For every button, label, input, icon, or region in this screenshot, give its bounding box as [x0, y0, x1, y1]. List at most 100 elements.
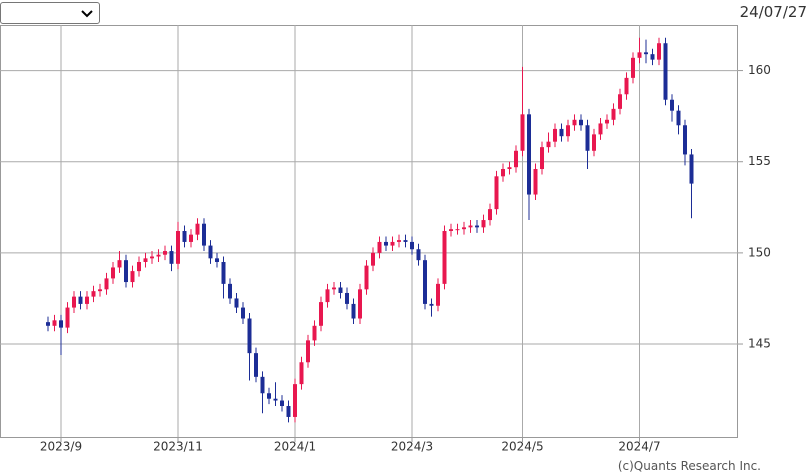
- candle-body: [98, 289, 102, 292]
- candle-body: [85, 296, 89, 304]
- candle-body: [351, 303, 356, 319]
- candle-body: [241, 307, 245, 319]
- candle-body: [605, 119, 609, 124]
- candle-body: [475, 225, 479, 228]
- candle-body: [286, 406, 291, 417]
- candle-body: [325, 289, 330, 303]
- candle-body: [397, 240, 401, 242]
- x-tick-label: 2024/3: [391, 440, 433, 454]
- candle-body: [624, 77, 629, 95]
- candle-body: [72, 296, 76, 308]
- x-tick-label: 2023/11: [153, 440, 203, 454]
- y-tick-label: 155: [748, 154, 771, 168]
- candle-body: [332, 287, 336, 290]
- candle-body: [124, 260, 128, 283]
- candle-body: [345, 292, 349, 304]
- candle-body: [247, 318, 252, 354]
- candle-body: [631, 57, 635, 78]
- candle-body: [65, 307, 70, 328]
- candle-body: [462, 227, 466, 230]
- x-tick-label: 2023/9: [40, 440, 82, 454]
- candle-body: [111, 267, 115, 279]
- candle-body: [533, 169, 538, 195]
- candle-body: [267, 393, 271, 399]
- candle-body: [416, 249, 421, 261]
- candle-body: [280, 400, 284, 407]
- candle-body: [78, 296, 83, 304]
- credit: (c)Quants Research Inc.: [617, 459, 761, 473]
- candle-body: [501, 169, 505, 177]
- y-tick-label: 160: [748, 63, 771, 77]
- x-tick-label: 2024/1: [274, 440, 316, 454]
- candle-body: [59, 320, 63, 328]
- candle-body: [156, 254, 161, 257]
- candle-body: [423, 260, 427, 304]
- candle-body: [390, 241, 395, 246]
- candle-body: [377, 241, 382, 253]
- candle-body: [195, 223, 200, 235]
- candle-body: [507, 167, 512, 170]
- candle-body: [442, 231, 447, 284]
- candle-body: [598, 123, 603, 135]
- candle-body: [676, 110, 681, 126]
- candle-body: [449, 229, 453, 231]
- candle-body: [579, 119, 583, 126]
- candle-body: [592, 134, 596, 151]
- candle-body: [689, 154, 694, 184]
- dropdown-arrow: [81, 10, 93, 18]
- candle-body: [572, 119, 577, 126]
- candle-body: [371, 252, 375, 266]
- candle-body: [514, 150, 518, 168]
- candle-body: [293, 384, 297, 417]
- candle-body: [306, 340, 310, 363]
- candle-body: [273, 398, 278, 401]
- candle-body: [163, 251, 167, 255]
- candle-body: [143, 258, 148, 262]
- candle-body: [546, 141, 551, 148]
- candle-body: [468, 225, 473, 228]
- candle-body: [384, 241, 388, 246]
- candle-body: [566, 125, 570, 137]
- candle-body: [91, 291, 96, 297]
- candle-body: [104, 278, 109, 290]
- candle-body: [46, 322, 50, 326]
- candle-body: [481, 220, 486, 228]
- candle-body: [670, 99, 674, 111]
- candle-body: [683, 125, 687, 155]
- candle-body: [117, 260, 122, 268]
- candle-body: [52, 320, 57, 326]
- y-tick-label: 150: [748, 245, 771, 259]
- candle-body: [312, 325, 317, 341]
- candle-body: [254, 353, 258, 377]
- candle-body: [150, 256, 154, 259]
- candle-body: [520, 114, 525, 151]
- period-select[interactable]: [0, 2, 100, 24]
- x-tick-label: 2024/7: [618, 440, 660, 454]
- candle-body: [527, 114, 531, 195]
- candle-body: [611, 108, 616, 120]
- candle-body: [559, 128, 564, 137]
- candle-body: [208, 245, 213, 259]
- candle-body: [585, 125, 590, 151]
- date-label: 24/07/27: [739, 3, 807, 21]
- candle-body: [488, 209, 492, 221]
- candle-body: [455, 229, 460, 231]
- candle-body: [215, 258, 219, 262]
- candle-body: [202, 223, 206, 246]
- candle-body: [221, 261, 226, 284]
- candle-body: [169, 251, 174, 264]
- candle-body: [663, 43, 668, 100]
- candle-body: [260, 376, 265, 394]
- candle-body: [644, 52, 648, 55]
- candle-body: [319, 302, 323, 326]
- candle-body: [338, 287, 343, 293]
- candle-body: [650, 54, 655, 60]
- candle-body: [130, 271, 135, 283]
- candle-body: [299, 362, 304, 385]
- candle-body: [494, 176, 499, 210]
- candle-body: [410, 241, 414, 250]
- candle-body: [553, 128, 557, 142]
- y-tick-label: 145: [748, 337, 771, 351]
- candle-body: [176, 231, 180, 264]
